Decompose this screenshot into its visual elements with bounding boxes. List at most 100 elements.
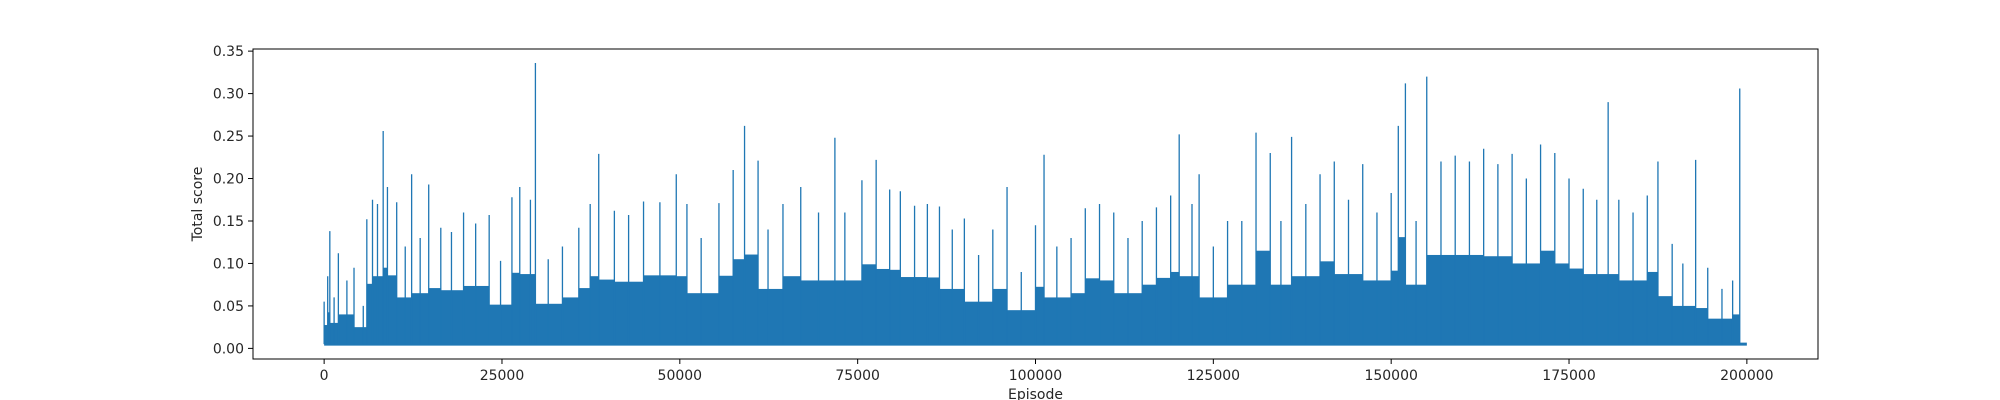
series-spikes xyxy=(323,63,1741,345)
series-band xyxy=(372,276,378,345)
series-band xyxy=(1416,284,1427,345)
series-band xyxy=(1682,305,1696,345)
series-band xyxy=(1320,261,1335,345)
series-band xyxy=(548,303,563,345)
series-band xyxy=(405,297,412,345)
y-axis-label: Total score xyxy=(190,167,206,243)
series-band xyxy=(876,268,890,345)
series-band xyxy=(1391,270,1399,345)
series-band xyxy=(396,297,406,345)
series-band xyxy=(428,288,441,345)
series-band xyxy=(643,275,660,345)
series-band xyxy=(387,275,397,345)
series-band xyxy=(1142,284,1157,345)
y-tick-label: 0.05 xyxy=(213,299,244,315)
plot-frame xyxy=(252,48,1819,360)
series-band xyxy=(324,325,328,345)
series-band xyxy=(768,288,783,345)
series-band xyxy=(411,293,421,345)
series-band xyxy=(718,275,734,345)
series-band xyxy=(834,280,845,345)
series-band xyxy=(1056,297,1072,345)
x-tick-label: 75000 xyxy=(835,368,880,384)
x-tick-label: 200000 xyxy=(1720,368,1773,384)
series-band xyxy=(900,277,915,345)
series-band xyxy=(992,288,1008,345)
series-band xyxy=(1695,308,1708,345)
series-band xyxy=(1732,314,1740,345)
series-band xyxy=(1497,256,1513,345)
series-band xyxy=(377,276,384,345)
x-axis-ticks: 0 25000 50000 75000 100000 125000 150000 175000… xyxy=(320,359,1774,384)
series-band xyxy=(1526,263,1541,345)
series-band xyxy=(861,264,877,345)
series-band xyxy=(614,281,629,345)
series-band xyxy=(475,285,490,345)
series-band xyxy=(511,272,520,345)
series-band xyxy=(733,259,745,345)
series-band xyxy=(1540,250,1555,345)
series-band xyxy=(1213,297,1228,345)
series-band xyxy=(1256,250,1271,345)
series-band xyxy=(1291,276,1306,345)
y-tick-label: 0.30 xyxy=(213,87,244,103)
series-band xyxy=(889,269,901,345)
x-tick-label: 125000 xyxy=(1187,368,1240,384)
series-band xyxy=(1512,263,1527,345)
series-band xyxy=(1099,280,1114,345)
y-axis-ticks: 0.00 0.05 0.10 0.15 0.20 0.25 0.30 0.35 xyxy=(213,44,253,357)
x-tick-label: 150000 xyxy=(1364,368,1417,384)
series-band xyxy=(1483,256,1498,345)
series-band xyxy=(1647,271,1658,345)
series-band xyxy=(535,303,549,345)
series-band xyxy=(1376,280,1392,345)
series-band xyxy=(451,290,464,345)
series-band xyxy=(939,288,953,345)
series-band xyxy=(1021,310,1036,345)
series-band xyxy=(463,285,476,345)
series-band xyxy=(676,276,687,345)
x-axis-label: Episode xyxy=(1008,387,1063,400)
series-band xyxy=(338,314,347,345)
series-band xyxy=(420,293,429,345)
series-band xyxy=(1426,254,1441,345)
series-band xyxy=(1405,284,1417,345)
series-band xyxy=(1071,293,1086,345)
series-band xyxy=(782,276,801,345)
series-band xyxy=(363,327,367,345)
series-band xyxy=(1199,297,1214,345)
series-band xyxy=(1469,254,1484,345)
series-band xyxy=(1007,310,1022,345)
series-band xyxy=(1227,284,1242,345)
series-band xyxy=(1440,254,1456,345)
series-band xyxy=(500,304,512,345)
y-tick-label: 0.20 xyxy=(213,172,244,188)
series-band xyxy=(1583,274,1597,345)
series-band xyxy=(659,275,677,345)
series-band xyxy=(844,280,862,345)
x-tick-label: 50000 xyxy=(658,368,703,384)
x-tick-label: 100000 xyxy=(1009,368,1062,384)
series-band xyxy=(1554,263,1570,345)
series-band xyxy=(1035,286,1045,345)
series-band xyxy=(964,301,979,345)
series-band xyxy=(562,297,579,345)
series-band xyxy=(1334,274,1349,345)
series-band xyxy=(327,312,330,345)
series-band xyxy=(1596,274,1609,345)
series-band xyxy=(1657,296,1673,345)
series-band xyxy=(1398,237,1406,345)
x-tick-label: 25000 xyxy=(480,368,525,384)
series-band xyxy=(519,274,531,345)
series-band xyxy=(530,274,536,345)
series-band xyxy=(1455,254,1470,345)
series-band xyxy=(1348,274,1363,345)
series-band xyxy=(914,277,928,345)
series-band xyxy=(440,290,452,345)
series-band xyxy=(927,277,940,345)
series-band xyxy=(383,267,388,345)
series-band xyxy=(1707,318,1722,345)
series-band xyxy=(590,276,599,345)
series-band xyxy=(578,288,591,345)
